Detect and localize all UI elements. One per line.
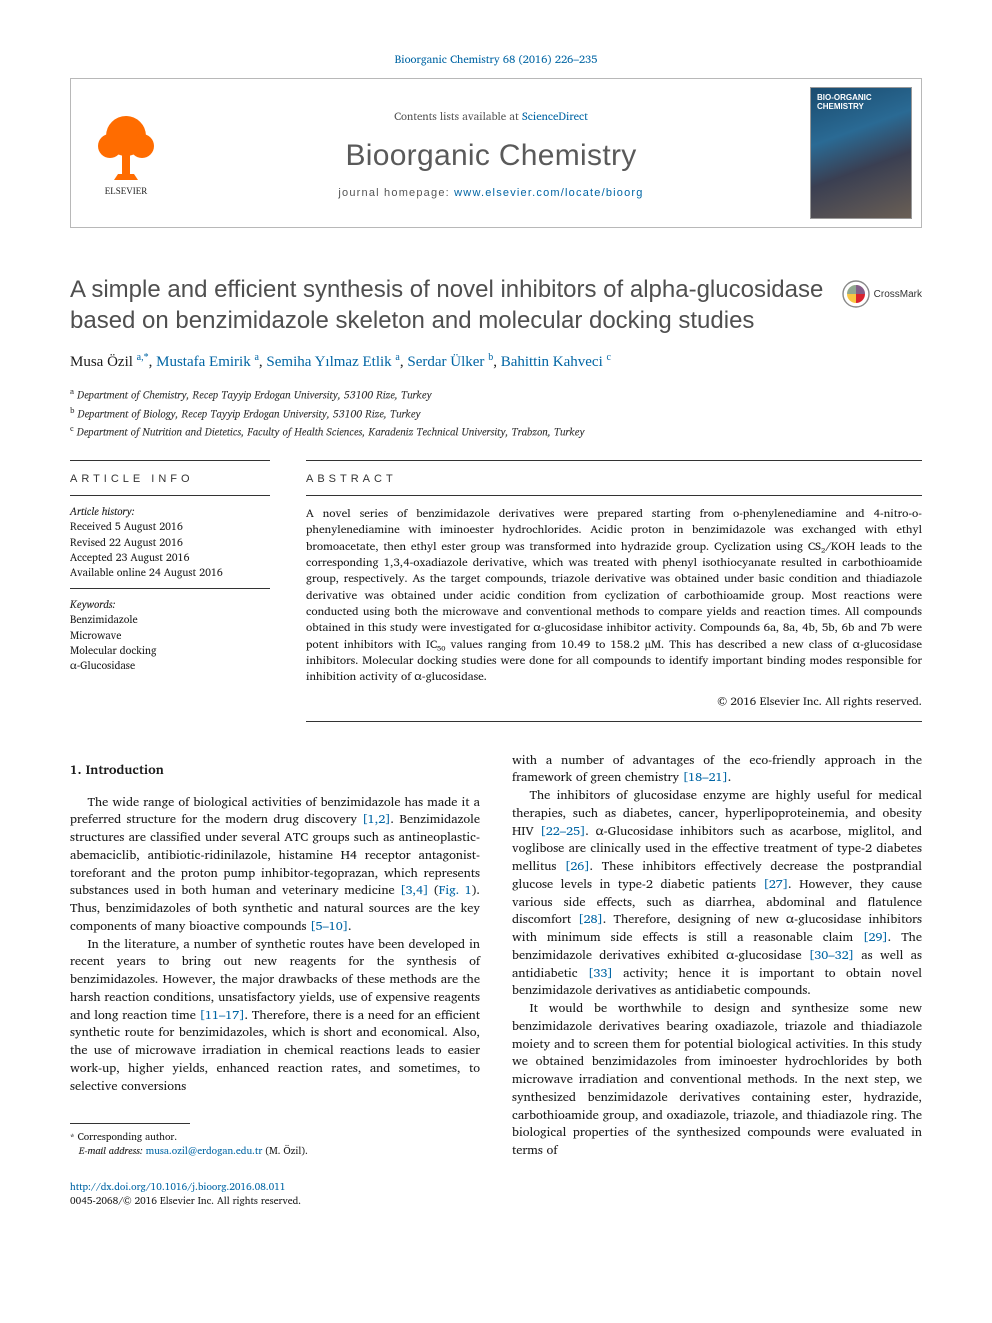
journal-homepage-link[interactable]: www.elsevier.com/locate/bioorg: [454, 187, 643, 199]
article-title: A simple and efficient synthesis of nove…: [70, 274, 826, 336]
keywords-block: Keywords: BenzimidazoleMicrowaveMolecula…: [70, 589, 270, 681]
body-paragraph: It would be worthwhile to design and syn…: [512, 1000, 922, 1160]
abstract-heading: ABSTRACT: [306, 461, 922, 495]
body-paragraph: The inhibitors of glucosidase enzyme are…: [512, 787, 922, 1000]
sciencedirect-link[interactable]: ScienceDirect: [522, 107, 588, 125]
header-center: Contents lists available at ScienceDirec…: [181, 79, 801, 227]
corresponding-author-footnote: * Corresponding author. E-mail address: …: [70, 1130, 480, 1158]
affiliation: a Department of Chemistry, Recep Tayyip …: [70, 385, 922, 403]
contents-available-line: Contents lists available at ScienceDirec…: [181, 107, 801, 125]
crossmark-icon: [842, 280, 870, 308]
body-paragraph: The wide range of biological activities …: [70, 794, 480, 936]
section-heading: 1. Introduction: [70, 758, 480, 780]
footnote-rule: [70, 1123, 190, 1124]
elsevier-tree-logo[interactable]: ELSEVIER: [88, 106, 164, 200]
corresponding-email-link[interactable]: musa.ozil@erdogan.edu.tr: [146, 1143, 263, 1159]
body-right-column: with a number of advantages of the eco-f…: [512, 752, 922, 1209]
crossmark-label: CrossMark: [874, 289, 922, 300]
issn-copyright-line: 0045-2068/© 2016 Elsevier Inc. All right…: [70, 1193, 301, 1209]
history-line: Available online 24 August 2016: [70, 565, 270, 580]
crossmark-badge[interactable]: CrossMark: [842, 280, 922, 308]
affiliations: a Department of Chemistry, Recep Tayyip …: [70, 385, 922, 440]
journal-homepage-line: journal homepage: www.elsevier.com/locat…: [181, 187, 801, 199]
homepage-prefix: journal homepage:: [338, 187, 454, 199]
publisher-name: ELSEVIER: [105, 186, 148, 196]
section-number: 1.: [70, 758, 82, 780]
journal-header: ELSEVIER Contents lists available at Sci…: [70, 78, 922, 228]
keyword: α-Glucosidase: [70, 658, 270, 673]
body-left-column: 1. Introduction The wide range of biolog…: [70, 752, 480, 1209]
doi-block: http://dx.doi.org/10.1016/j.bioorg.2016.…: [70, 1180, 480, 1208]
article-info-column: ARTICLE INFO Article history: Received 5…: [70, 460, 270, 722]
contents-prefix: Contents lists available at: [394, 107, 522, 125]
abstract-column: ABSTRACT A novel series of benzimidazole…: [306, 460, 922, 722]
affiliation: b Department of Biology, Recep Tayyip Er…: [70, 404, 922, 422]
asterisk-icon: *: [70, 1129, 75, 1144]
publisher-logo-cell: ELSEVIER: [71, 79, 181, 227]
rule: [306, 721, 922, 722]
affiliation: c Department of Nutrition and Dietetics,…: [70, 422, 922, 440]
title-row: A simple and efficient synthesis of nove…: [70, 274, 922, 336]
email-attribution: (M. Özil).: [265, 1143, 308, 1159]
section-title: Introduction: [86, 758, 164, 780]
citation-line: Bioorganic Chemistry 68 (2016) 226–235: [70, 50, 922, 68]
article-history-block: Article history: Received 5 August 2016R…: [70, 496, 270, 588]
info-abstract-row: ARTICLE INFO Article history: Received 5…: [70, 460, 922, 722]
article-info-heading: ARTICLE INFO: [70, 461, 270, 495]
journal-cover-thumbnail[interactable]: BIO-ORGANIC CHEMISTRY: [810, 87, 912, 219]
authors-line: Musa Özil a,*, Mustafa Emirik a, Semiha …: [70, 352, 922, 371]
body-columns: 1. Introduction The wide range of biolog…: [70, 752, 922, 1209]
body-paragraph: with a number of advantages of the eco-f…: [512, 752, 922, 788]
email-label: E-mail address:: [79, 1143, 143, 1159]
cover-thumb-cell: BIO-ORGANIC CHEMISTRY: [801, 79, 921, 227]
cover-title: BIO-ORGANIC CHEMISTRY: [817, 94, 905, 112]
body-paragraph: In the literature, a number of synthetic…: [70, 936, 480, 1096]
abstract-copyright: © 2016 Elsevier Inc. All rights reserved…: [306, 692, 922, 711]
journal-name: Bioorganic Chemistry: [181, 139, 801, 173]
abstract-text: A novel series of benzimidazole derivati…: [306, 496, 922, 686]
